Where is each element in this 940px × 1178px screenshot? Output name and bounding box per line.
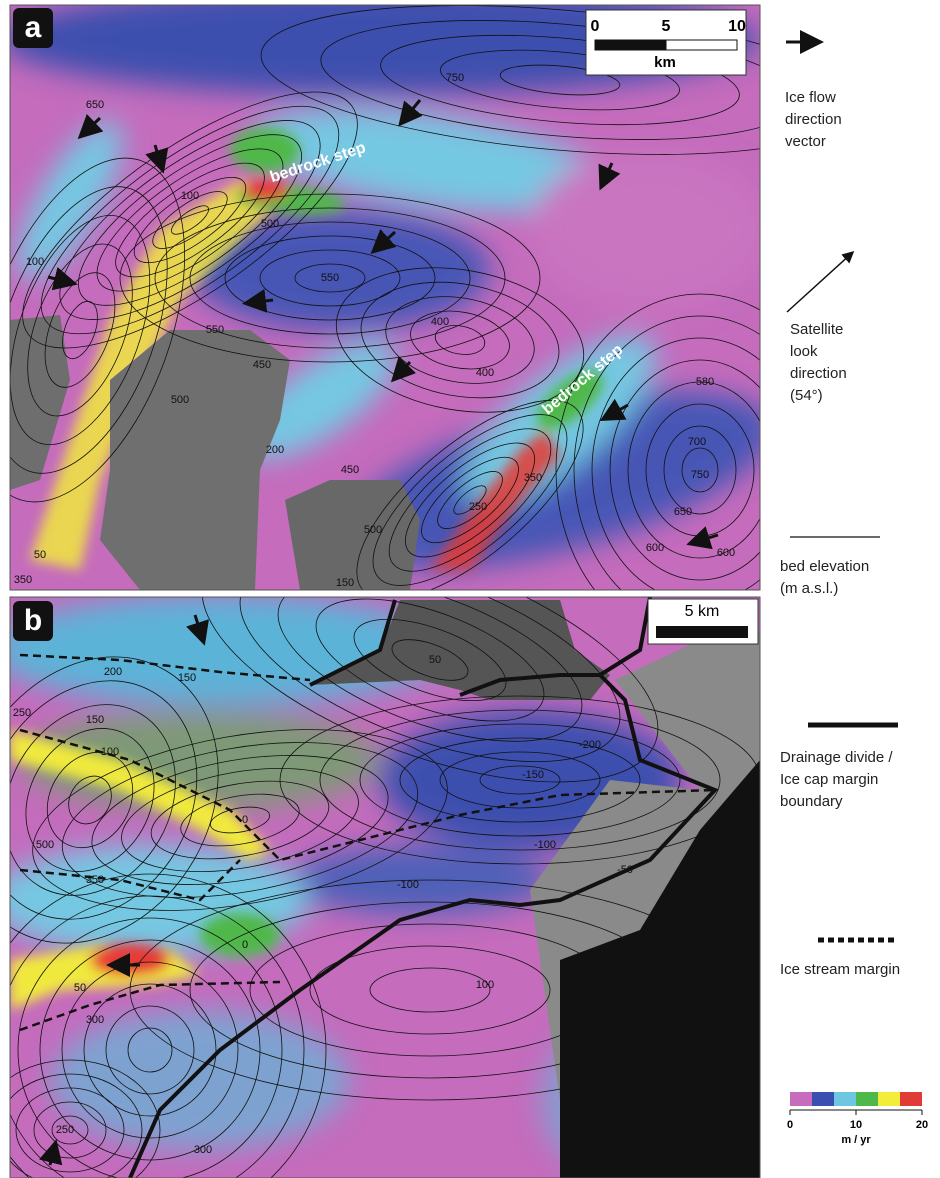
colorbar-tick-label: 20 bbox=[916, 1119, 928, 1131]
legend-text: (m a.s.l.) bbox=[780, 580, 838, 597]
contour-label: 750 bbox=[691, 469, 709, 481]
contour-label: -150 bbox=[522, 769, 544, 781]
map-b bbox=[0, 488, 760, 1178]
contour-label: -50 bbox=[617, 864, 633, 876]
contour-label: -50 bbox=[612, 1106, 628, 1118]
contour-label: 600 bbox=[646, 542, 664, 554]
colorbar-swatch bbox=[856, 1092, 878, 1106]
scale-bar bbox=[656, 626, 748, 638]
contour-label: 250 bbox=[469, 501, 487, 513]
scale-label: 5 km bbox=[685, 603, 720, 620]
contour-label: 350 bbox=[14, 574, 32, 586]
contour-label: 500 bbox=[36, 839, 54, 851]
legend-text: look bbox=[790, 343, 818, 360]
legend-text: direction bbox=[790, 365, 847, 382]
legend-text: Ice stream margin bbox=[780, 961, 900, 978]
contour-label: 300 bbox=[194, 1144, 212, 1156]
legend-text: Drainage divide / bbox=[780, 749, 893, 766]
colorbar-tick-label: 0 bbox=[787, 1119, 793, 1131]
contour-label: 350 bbox=[86, 874, 104, 886]
contour-label: 200 bbox=[104, 666, 122, 678]
contour-label: 100 bbox=[181, 190, 199, 202]
contour-label: 100 bbox=[101, 746, 119, 758]
scale-tick-label: 10 bbox=[728, 18, 746, 35]
contour-label: 400 bbox=[431, 316, 449, 328]
legend-text: boundary bbox=[780, 793, 843, 810]
contour-label: 0 bbox=[242, 939, 248, 951]
legend-text: Ice cap margin bbox=[780, 771, 878, 788]
contour-label: 550 bbox=[321, 272, 339, 284]
scale-unit: km bbox=[654, 54, 676, 71]
contour-label: 200 bbox=[266, 444, 284, 456]
legend-text: Ice flow bbox=[785, 89, 836, 106]
contour-label: 0 bbox=[242, 814, 248, 826]
contour-label: 150 bbox=[178, 672, 196, 684]
contour-label: 600 bbox=[717, 547, 735, 559]
colorbar-swatch bbox=[790, 1092, 812, 1106]
contour-label: 580 bbox=[696, 376, 714, 388]
colorbar-tick-label: 10 bbox=[850, 1119, 862, 1131]
look-direction bbox=[787, 253, 852, 312]
contour-label: 50 bbox=[34, 549, 46, 561]
colorbar-swatch bbox=[812, 1092, 834, 1106]
contour-label: 650 bbox=[674, 506, 692, 518]
panel-letter: a bbox=[25, 11, 42, 44]
contour-label: 250 bbox=[56, 1124, 74, 1136]
scale-tick-label: 5 bbox=[662, 18, 671, 35]
colorbar-swatch bbox=[834, 1092, 856, 1106]
contour-label: 550 bbox=[206, 324, 224, 336]
contour-label: 50 bbox=[74, 982, 86, 994]
contour-label: 150 bbox=[336, 577, 354, 589]
legend-text: direction bbox=[785, 111, 842, 128]
scale-segment bbox=[666, 40, 737, 50]
contour-label: 100 bbox=[26, 256, 44, 268]
contour-label: -100 bbox=[534, 839, 556, 851]
contour-label: 400 bbox=[476, 367, 494, 379]
contour-label: 700 bbox=[688, 436, 706, 448]
scale-segment bbox=[595, 40, 666, 50]
contour-label: 350 bbox=[524, 472, 542, 484]
figure: a b bedrock step bedrock step 0510 km 5 … bbox=[0, 0, 940, 1178]
contour-label: 750 bbox=[446, 72, 464, 84]
colorbar-swatch bbox=[878, 1092, 900, 1106]
contour-label: 650 bbox=[86, 99, 104, 111]
contour-label: 100 bbox=[476, 979, 494, 991]
panel-letter: b bbox=[24, 604, 42, 637]
contour-label: 150 bbox=[86, 714, 104, 726]
colorbar-unit: m / yr bbox=[841, 1134, 871, 1146]
contour-label: 300 bbox=[86, 1014, 104, 1026]
contour-label: -200 bbox=[579, 739, 601, 751]
legend-text: Satellite bbox=[790, 321, 843, 338]
contour-label: 250 bbox=[13, 707, 31, 719]
contour-label: 50 bbox=[429, 654, 441, 666]
colorbar-swatch bbox=[900, 1092, 922, 1106]
contour-label: -100 bbox=[397, 879, 419, 891]
contour-label: 500 bbox=[364, 524, 382, 536]
legend-text: bed elevation bbox=[780, 558, 869, 575]
contour-label: 500 bbox=[261, 218, 279, 230]
contour-label: 450 bbox=[253, 359, 271, 371]
contour-label: 450 bbox=[341, 464, 359, 476]
scale-tick-label: 0 bbox=[591, 18, 600, 35]
legend-text: vector bbox=[785, 133, 826, 150]
contour-label: 500 bbox=[171, 394, 189, 406]
legend-text: (54°) bbox=[790, 387, 823, 404]
